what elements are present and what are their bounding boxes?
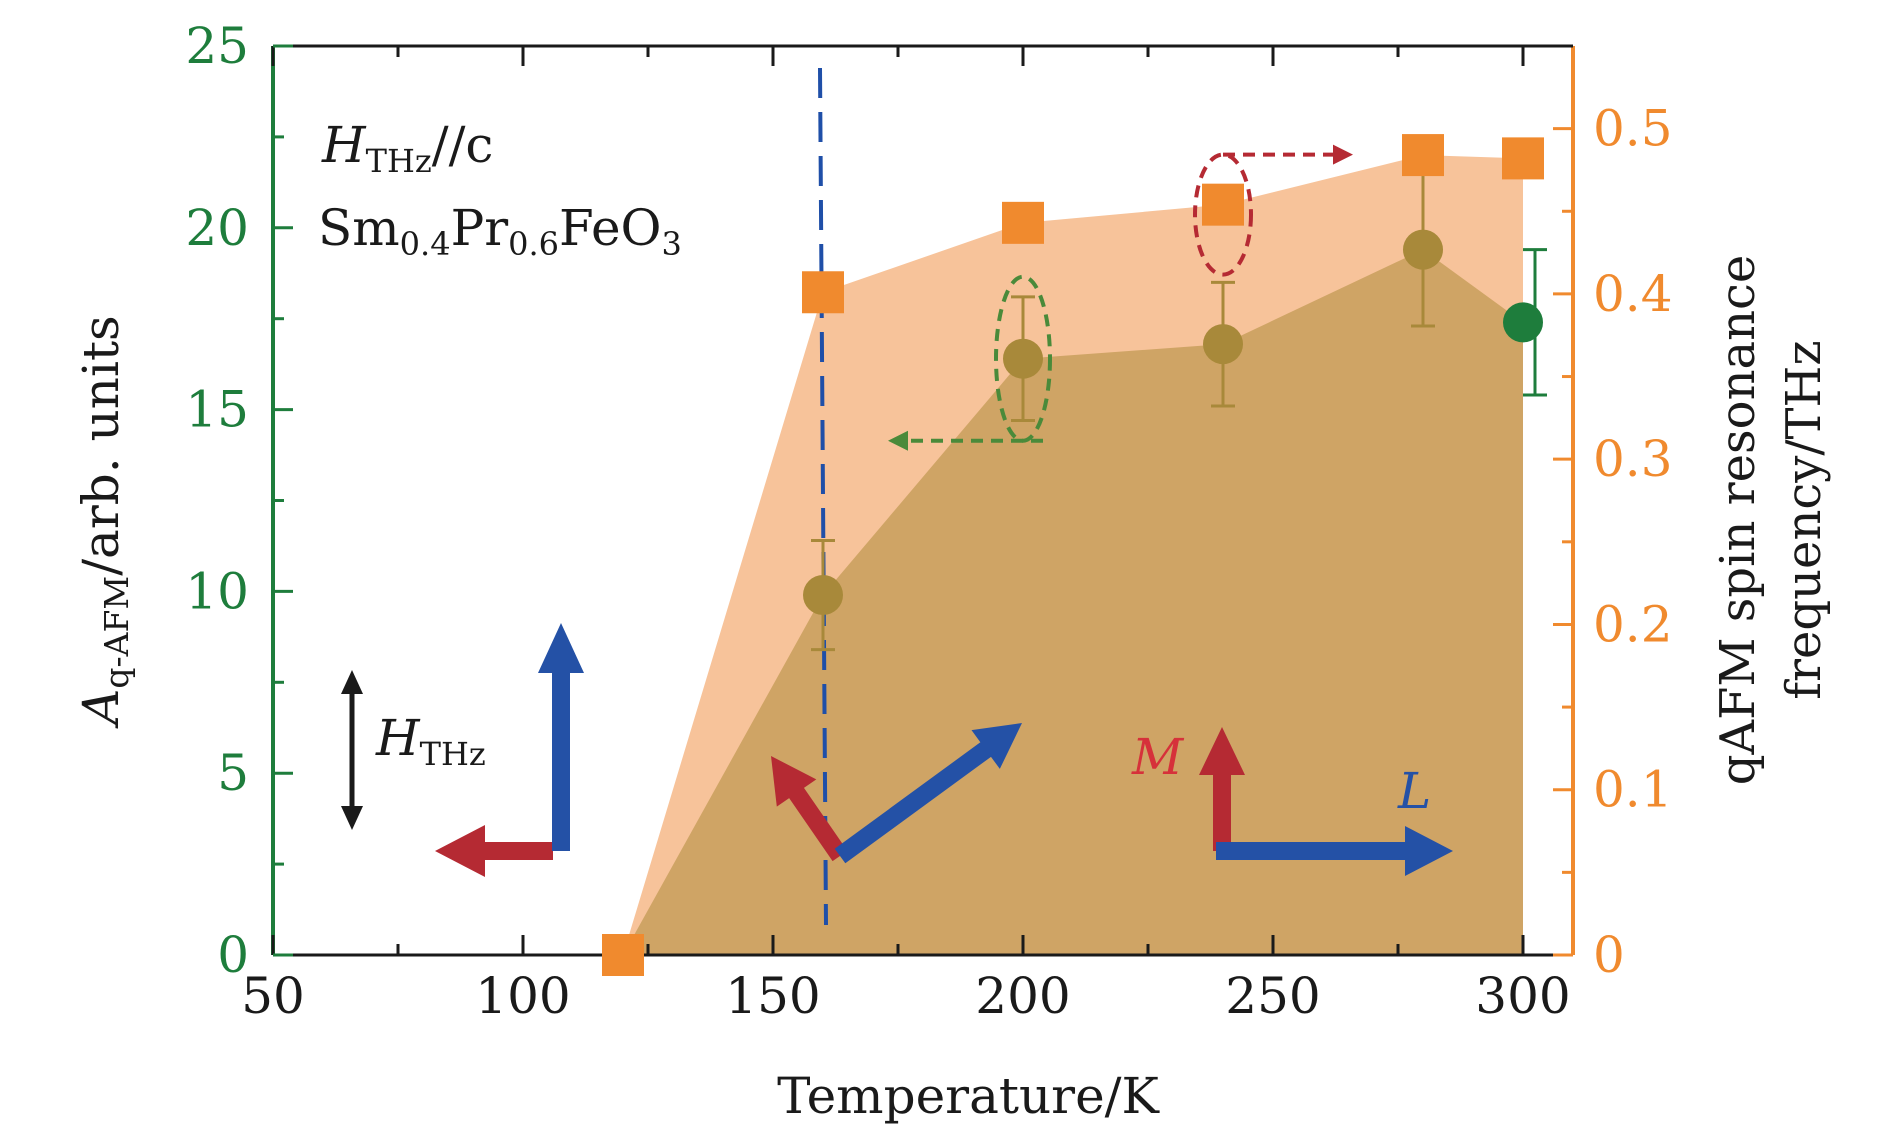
amplitude-point <box>1503 302 1543 343</box>
legend-field-label: HTHz <box>375 709 486 773</box>
y-right-tick-label: 0.1 <box>1593 761 1673 819</box>
label-M: M <box>1131 728 1185 786</box>
label-L: L <box>1397 762 1431 820</box>
spin-arrow-red-M <box>1199 727 1245 851</box>
frequency-point <box>1202 183 1244 226</box>
y-left-tick-label: 25 <box>185 17 249 75</box>
field-direction-label: HTHz//c <box>321 116 493 180</box>
amplitude-point <box>1403 229 1443 270</box>
y-right-tick-label: 0.3 <box>1593 430 1673 488</box>
y-axis-left-title-rest: /arb. units <box>72 315 130 576</box>
frequency-point <box>802 271 844 314</box>
compound-p3: FeO <box>559 199 662 257</box>
y-axis-left-title-sub: q-AFM <box>97 576 136 689</box>
frequency-highlight-ellipse <box>1193 152 1253 277</box>
frequency-point <box>1002 201 1044 244</box>
shaded-regions <box>623 155 1523 956</box>
spin-arrow-red-canted <box>771 756 848 862</box>
legend-field-sub: THz <box>420 735 486 773</box>
frequency-point <box>1502 137 1544 180</box>
y-right-tick-label: 0.5 <box>1593 100 1673 158</box>
y-left-tick-label: 5 <box>217 744 249 802</box>
field-direction-base: H <box>321 116 367 174</box>
x-tick-label: 200 <box>975 967 1070 1025</box>
field-direction-sub: THz <box>366 142 432 180</box>
amplitude-point <box>1003 338 1043 379</box>
frequency-point <box>1402 134 1444 177</box>
transition-dashed-line <box>818 67 828 926</box>
spin-arrow-blue-canted <box>834 723 1022 864</box>
frequency-point <box>602 934 644 976</box>
compound-label: Sm0.4Pr0.6FeO3 <box>318 199 682 263</box>
y-left-tick-label: 10 <box>185 562 249 620</box>
frequency-pointer-arrowhead <box>1333 144 1353 165</box>
compound-s2: 0.6 <box>508 225 559 263</box>
y-right-tick-label: 0.4 <box>1593 265 1673 323</box>
compound-p1: Sm <box>318 199 400 257</box>
amplitude-pointer-arrowhead <box>888 430 908 451</box>
field-arrow-head-up <box>341 670 363 694</box>
legend-field-base: H <box>375 709 421 767</box>
y-right-tick-label: 0.2 <box>1593 595 1673 653</box>
x-axis-title: Temperature/K <box>777 1067 1160 1125</box>
field-direction-rest: //c <box>432 116 494 174</box>
x-tick-label: 100 <box>475 967 570 1025</box>
y-right-tick-label: 0 <box>1593 926 1625 984</box>
x-tick-label: 300 <box>1475 967 1570 1025</box>
compound-p2: Pr <box>451 199 509 257</box>
y-left-tick-label: 20 <box>185 199 249 257</box>
spin-arrow-blue-L <box>1216 826 1453 876</box>
axes: 50 100 150 200 250 300051015202500.10.20.30.4… <box>185 17 1672 1025</box>
annotations <box>341 144 1453 877</box>
field-arrow-head-down <box>341 806 363 830</box>
y-axis-left-title: Aq-AFM/arb. units <box>72 315 136 728</box>
compound-s3: 3 <box>662 225 682 263</box>
y-axis-right-title-line2: frequency/THz <box>1776 340 1832 699</box>
data-marks <box>602 67 1547 976</box>
y-axis-left-title-base: A <box>72 689 130 729</box>
amplitude-point <box>803 575 843 616</box>
compound-s1: 0.4 <box>400 225 451 263</box>
y-left-tick-label: 15 <box>185 381 249 439</box>
spin-arrow-blue-up <box>538 623 584 851</box>
x-tick-label: 150 <box>725 967 820 1025</box>
amplitude-point <box>1203 324 1243 365</box>
amplitude-shaded-region <box>623 249 1523 956</box>
y-left-tick-label: 0 <box>217 926 249 984</box>
x-tick-label: 250 <box>1225 967 1320 1025</box>
y-axis-right-title-line1: qAFM spin resonance <box>1710 255 1766 786</box>
spin-arrow-red-left <box>435 825 553 877</box>
x-tick-label: 50 <box>241 967 305 1025</box>
